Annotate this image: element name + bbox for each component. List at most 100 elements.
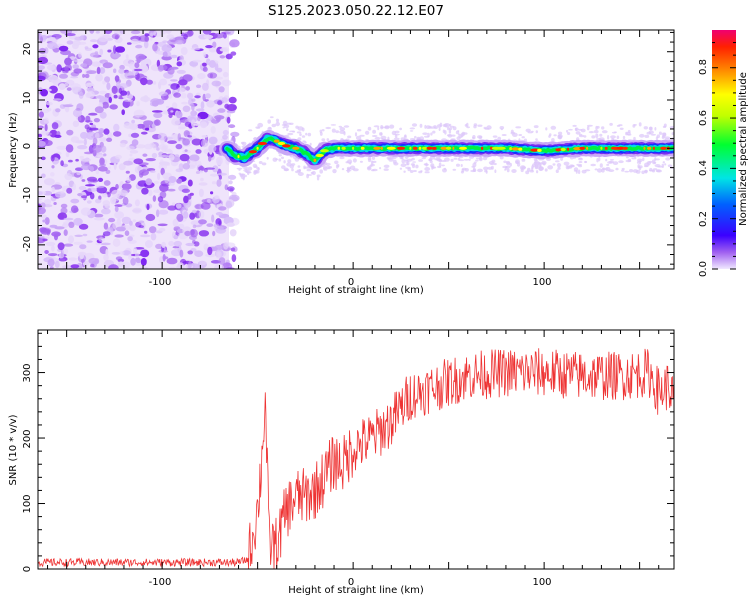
heatmap-ytick-label-10: 10 [22,92,33,105]
heatmap-noise-blob [93,118,100,123]
heatmap-noise-blob [49,224,58,228]
heatmap-noise-blob [206,100,215,108]
heatmap-noise-blob [163,110,169,115]
heatmap-noise-blob [68,257,78,261]
heatmap-noise-blob [102,231,111,237]
heatmap-noise-blob [211,214,215,223]
heatmap-band-speckle [323,166,328,171]
heatmap-noise-blob [48,85,58,94]
heatmap-noise-blob [161,55,172,61]
heatmap-noise-blob [47,258,55,267]
heatmap-noise-blob [190,229,198,238]
heatmap-band-speckle [578,164,583,168]
heatmap-noise-blob [73,59,85,63]
heatmap-band-speckle [534,165,539,170]
heatmap-noise-blob [48,253,58,257]
heatmap-band-speckle [331,128,336,133]
heatmap-noise-blob [66,187,73,194]
heatmap-noise-blob [173,92,182,98]
heatmap-ridge-peak [452,146,455,150]
heatmap-noise-blob [166,34,175,40]
heatmap-noise-blob [168,154,175,161]
heatmap-noise-blob [201,135,208,138]
heatmap-noise-blob [70,264,80,269]
heatmap-noise-blob [195,160,202,167]
heatmap-noise-blob [140,77,148,86]
heatmap-noise-blob [122,196,129,206]
heatmap-band-speckle [618,160,624,164]
heatmap-band-speckle [573,167,579,172]
heatmap-noise-blob [202,66,208,72]
heatmap-ridge-peak [604,146,608,150]
colorbar-tick-label-1: 0.2 [698,211,709,227]
heatmap-noise-blob [185,242,195,247]
heatmap-ridge-peak [445,146,452,150]
heatmap-noise-blob [180,47,188,55]
heatmap-noise-blob [56,145,68,150]
heatmap-noise-blob [70,136,80,143]
heatmap-band-speckle [555,160,560,163]
heatmap-band-speckle [399,127,402,131]
heatmap-noise-blob [129,220,133,226]
heatmap-noise-blob [136,259,141,264]
heatmap-band-speckle [596,158,599,163]
heatmap-band-speckle [321,138,326,142]
heatmap-noise-blob [115,81,121,89]
heatmap-noise-blob [131,119,136,124]
heatmap-noise-blob [204,93,211,99]
heatmap-noise-blob [107,49,112,53]
heatmap-noise-blob [81,195,88,199]
heatmap-band-speckle [343,125,350,128]
heatmap-noise-blob [45,101,53,106]
heatmap-noise-blob [113,68,117,74]
heatmap-noise-blob [219,47,228,52]
heatmap-ridge-peak [600,146,603,150]
heatmap-band-speckle [580,128,586,133]
heatmap-noise-blob [43,117,49,124]
heatmap-ridge-peak [277,141,286,146]
heatmap-noise-blob [124,230,130,236]
heatmap-band-speckle [525,170,530,175]
figure-title: S125.2023.050.22.12.E07 [268,3,444,19]
heatmap-band-speckle [305,132,308,136]
heatmap-noise-blob [177,126,186,130]
heatmap-band-speckle [642,157,645,162]
heatmap-noise-blob [47,64,56,71]
heatmap-noise-blob [130,132,140,138]
heatmap-noise-blob [126,176,131,183]
heatmap-band-speckle [339,130,346,135]
heatmap-band-speckle [558,131,563,135]
heatmap-band-speckle [595,125,598,131]
heatmap-noise-blob [225,53,233,60]
heatmap-noise-blob [138,225,144,229]
heatmap-noise-blob [115,46,126,53]
heatmap-noise-blob [127,75,137,78]
heatmap-noise-blob [136,101,140,107]
heatmap-noise-blob [167,140,178,145]
heatmap-band-speckle [578,157,583,161]
heatmap-noise-blob [159,159,164,167]
heatmap-noise-blob [44,198,52,205]
heatmap-noise-blob [108,264,119,269]
heatmap-band-speckle [287,159,292,164]
heatmap-band-speckle [547,165,554,170]
heatmap-band-speckle [425,125,431,129]
heatmap-noise-blob [86,131,96,140]
heatmap-band-speckle [578,161,583,163]
heatmap-noise-blob [179,249,184,258]
heatmap-noise-blob [101,208,111,215]
heatmap-noise-blob [143,40,149,49]
heatmap-band-speckle [303,165,306,170]
heatmap-noise-blob [58,83,66,90]
heatmap-band-speckle [321,129,325,132]
heatmap-ridge-peak [579,146,586,150]
heatmap-band-speckle [655,136,659,141]
heatmap-noise-blob [197,116,201,122]
heatmap-noise-blob [89,166,94,172]
heatmap-noise-blob [95,169,100,175]
heatmap-band-speckle [606,163,610,166]
heatmap-noise-blob [158,227,166,232]
heatmap-noise-blob [225,200,233,209]
heatmap-band-speckle [383,164,390,168]
heatmap-band-speckle [297,165,301,168]
